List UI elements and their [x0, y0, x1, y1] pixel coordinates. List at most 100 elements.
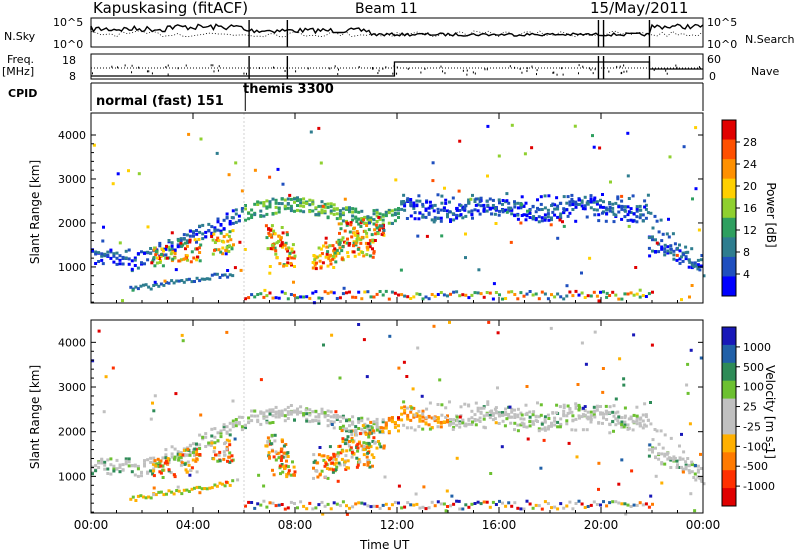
noise-sky-line [90, 23, 704, 37]
velocity-cell [228, 443, 232, 447]
velocity-cell [277, 413, 281, 417]
power-cell [259, 209, 263, 213]
velocity-cell [188, 443, 192, 447]
power-cell [287, 246, 291, 250]
velocity-cell [375, 425, 379, 429]
velocity-cell [388, 334, 392, 338]
velocity-cell [152, 493, 156, 497]
power-cell [439, 291, 443, 294]
power-cell [270, 235, 274, 239]
velocity-cell [421, 415, 425, 419]
power-cell [311, 266, 315, 270]
velocity-cell [149, 417, 153, 421]
velocity-cell [334, 457, 338, 461]
nave-dot [151, 72, 153, 75]
power-cell [290, 256, 294, 260]
power-cell [444, 198, 448, 202]
velocity-cell [329, 457, 332, 461]
velocity-cell [334, 453, 338, 457]
power-cell [210, 273, 214, 277]
velocity-cell [464, 503, 468, 507]
power-cell [302, 295, 306, 299]
velocity-cell [332, 426, 336, 430]
power-cell [286, 202, 290, 205]
velocity-cell [204, 435, 208, 439]
nave-dot [675, 64, 677, 67]
velocity-cell [601, 421, 604, 425]
power-cell [180, 244, 184, 248]
velocity-cell [403, 409, 407, 412]
power-cell [360, 217, 364, 220]
power-cell [158, 261, 162, 264]
power-cell [405, 199, 409, 203]
power-cell [470, 293, 474, 297]
velocity-cell [355, 456, 359, 460]
power-cell [678, 261, 682, 265]
power-cell [571, 208, 575, 211]
velocity-cell [400, 412, 404, 416]
velocity-ytick-label: 1000 [58, 470, 86, 483]
velocity-cell [282, 451, 286, 455]
power-cell [467, 210, 471, 214]
power-cell [651, 235, 654, 239]
velocity-cell [363, 502, 367, 506]
velocity-cell [614, 397, 618, 401]
power-cell [349, 221, 353, 225]
velocity-cell [342, 463, 346, 467]
power-cell [92, 143, 96, 147]
velocity-cell [491, 412, 495, 416]
power-cell [100, 254, 104, 258]
velocity-cell [648, 443, 652, 447]
power-cell [244, 207, 247, 211]
power-cell [649, 211, 653, 215]
velocity-cell [684, 465, 688, 469]
velocity-cell [320, 409, 324, 413]
power-cell [346, 222, 350, 226]
velocity-cell [458, 425, 462, 429]
velocity-cell [450, 494, 454, 498]
velocity-cell [285, 473, 289, 477]
velocity-cell [372, 420, 376, 424]
nave-dot [608, 70, 610, 73]
velocity-cell [494, 406, 498, 410]
velocity-cell [528, 410, 532, 414]
velocity-cell [432, 416, 436, 420]
power-cell [626, 213, 630, 217]
power-cell [641, 213, 645, 217]
velocity-cell [124, 462, 128, 466]
power-colorbar-tick-label: 16 [743, 202, 757, 215]
power-cell [669, 251, 673, 255]
velocity-cell [224, 480, 228, 484]
velocity-cell [593, 409, 597, 413]
power-cell [372, 250, 376, 254]
power-cell [597, 213, 601, 217]
velocity-cell [200, 487, 204, 491]
velocity-cell [162, 493, 166, 497]
power-cell [319, 247, 323, 251]
power-cell [381, 213, 385, 217]
power-cell [280, 226, 284, 229]
power-cell [430, 218, 434, 222]
velocity-cell [133, 464, 137, 468]
velocity-cell [259, 422, 263, 426]
power-cell [146, 250, 150, 254]
velocity-cell [357, 427, 361, 430]
power-cell [537, 208, 541, 212]
nave-dot [372, 67, 374, 70]
power-cell [159, 282, 163, 286]
velocity-cell [562, 506, 566, 510]
power-cell [375, 208, 379, 212]
velocity-cell [420, 394, 424, 398]
power-cell [319, 161, 323, 165]
velocity-cell [195, 485, 199, 489]
power-cell [227, 234, 231, 238]
velocity-cell [403, 405, 407, 409]
power-colorbar-swatch [722, 120, 736, 141]
power-cell [325, 252, 329, 256]
power-cell [219, 231, 223, 235]
velocity-cell [331, 468, 335, 472]
power-cell [351, 218, 355, 222]
velocity-cell [449, 418, 452, 421]
nave-dot [378, 69, 380, 72]
velocity-cell [322, 454, 326, 458]
